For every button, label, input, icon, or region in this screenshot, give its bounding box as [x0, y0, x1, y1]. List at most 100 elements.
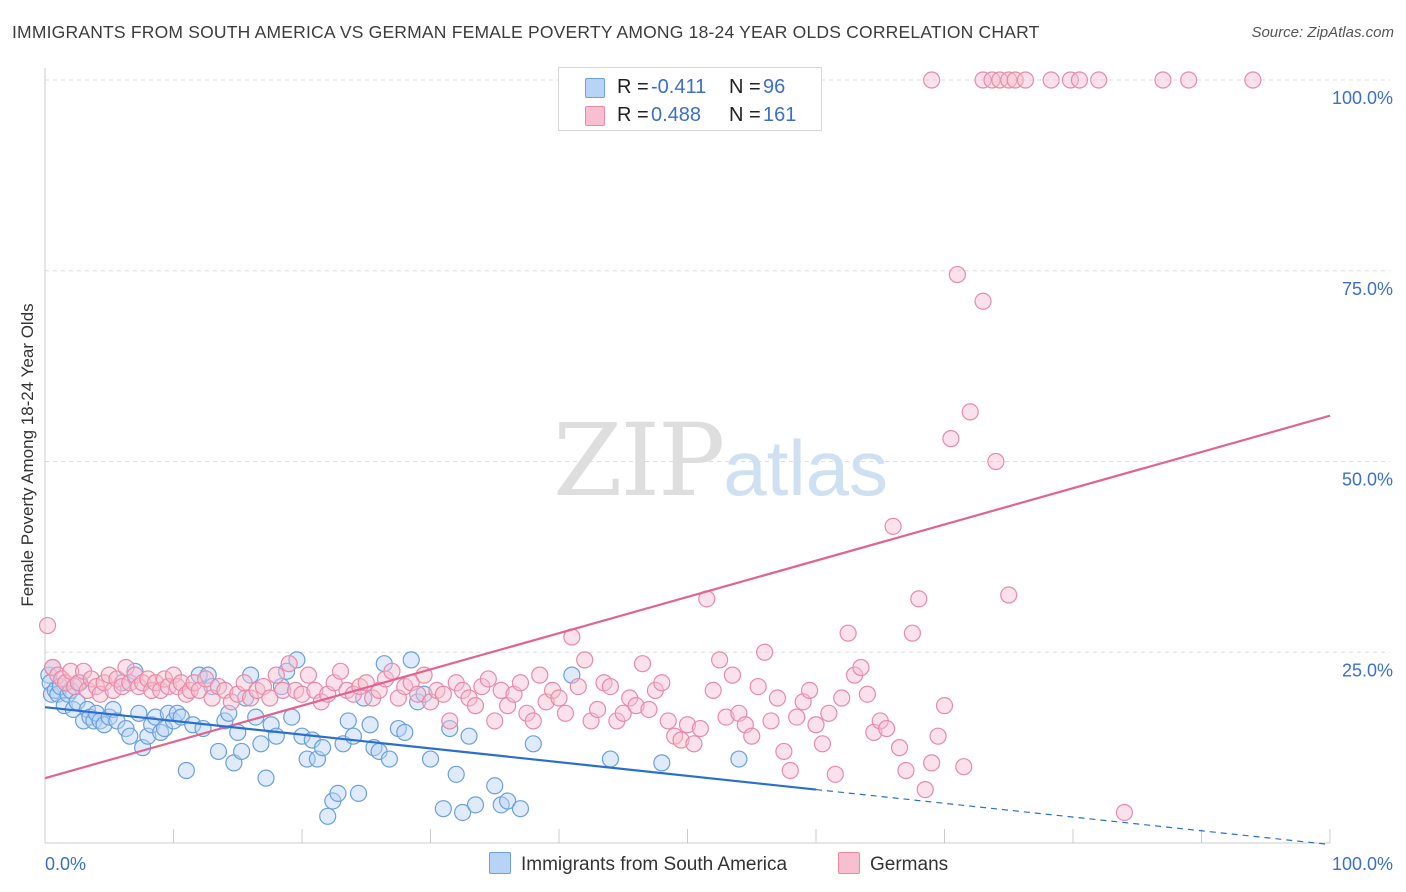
- germans-point: [890, 739, 909, 757]
- germans-point: [556, 704, 575, 722]
- germans-point: [749, 677, 767, 696]
- germans-point: [807, 716, 825, 734]
- germans-point: [197, 670, 215, 688]
- chart-title: IMMIGRANTS FROM SOUTH AMERICA VS GERMAN …: [12, 22, 1040, 42]
- germans-point: [672, 731, 690, 749]
- legend-swatch-south-america: [585, 78, 605, 98]
- germans-point: [1061, 71, 1080, 89]
- germans-point: [813, 735, 832, 753]
- germans-point: [987, 452, 1005, 471]
- y-tick-label: 75.0%: [1342, 279, 1393, 299]
- legend-r-value: 0.488: [651, 104, 702, 126]
- south-america-point: [466, 796, 485, 814]
- germans-point: [717, 708, 735, 726]
- south-america-point: [209, 742, 228, 761]
- germans-point: [955, 758, 973, 776]
- south-america-point: [421, 750, 440, 768]
- germans-point: [1000, 586, 1018, 604]
- south-america-point: [349, 784, 368, 803]
- correlation-legend: R = -0.411 N = 96 R = 0.488 N = 161: [558, 67, 822, 131]
- south-america-point: [601, 750, 620, 768]
- germans-point: [691, 719, 709, 738]
- legend-label-germans: Germans: [870, 854, 949, 875]
- germans-point: [1180, 71, 1198, 89]
- axes: [44, 68, 1331, 844]
- germans-point: [781, 761, 799, 780]
- germans-point: [1016, 71, 1035, 89]
- south-america-point: [257, 769, 275, 787]
- germans-point: [633, 655, 652, 673]
- germans-point: [531, 666, 549, 684]
- germans-point: [878, 719, 896, 738]
- south-america-point: [288, 651, 306, 669]
- germans-point: [1000, 71, 1018, 89]
- south-america-point: [511, 800, 530, 818]
- x-tick-label: 0.0%: [45, 854, 86, 874]
- germans-point: [942, 430, 960, 448]
- legend-label-south-america: Immigrants from South America: [521, 854, 788, 875]
- south-america-point: [361, 716, 379, 734]
- x-tick-label: 100.0%: [1332, 854, 1393, 874]
- germans-point: [839, 624, 857, 642]
- germans-point: [524, 712, 542, 730]
- germans-point: [678, 716, 697, 734]
- germans-point: [903, 624, 921, 642]
- germans-point: [293, 685, 311, 703]
- y-axis-title: Female Poverty Among 18-24 Year Olds: [18, 303, 37, 607]
- source-credit: Source: ZipAtlas.com: [1251, 24, 1394, 41]
- legend-r-label: R =: [617, 76, 649, 98]
- germans-point: [274, 681, 292, 700]
- legend-item-south-america[interactable]: Immigrants from South America: [489, 852, 787, 876]
- germans-point: [1090, 71, 1108, 89]
- germans-point: [852, 658, 870, 677]
- germans-point: [1070, 71, 1089, 89]
- legend-swatch-germans: [838, 852, 860, 874]
- germans-point: [486, 712, 504, 730]
- legend-n-label: N =: [729, 104, 761, 126]
- south-america-trend-extension: [815, 788, 1331, 846]
- germans-point: [409, 685, 427, 703]
- germans-point: [916, 780, 934, 799]
- germans-point: [723, 666, 742, 684]
- germans-point: [299, 666, 318, 684]
- y-tick-label: 25.0%: [1342, 660, 1393, 680]
- germans-point: [614, 704, 632, 722]
- germans-point: [929, 727, 947, 745]
- series-south-america-points: [40, 651, 748, 825]
- south-america-point: [396, 723, 414, 741]
- germans-point: [627, 697, 645, 715]
- south-america-point: [454, 803, 472, 822]
- germans-point: [466, 697, 485, 715]
- y-tick-label: 100.0%: [1332, 88, 1393, 108]
- germans-point: [38, 616, 57, 635]
- south-america-point: [233, 742, 251, 761]
- legend-item-germans[interactable]: Germans: [838, 852, 948, 876]
- south-america-point: [329, 784, 347, 803]
- series-germans-points: [38, 71, 1262, 822]
- germans-point: [768, 689, 787, 707]
- south-america-point: [252, 735, 270, 753]
- germans-point: [280, 655, 298, 673]
- germans-point: [383, 662, 401, 680]
- south-america-point: [380, 750, 398, 768]
- germans-point: [775, 742, 793, 761]
- germans-point: [434, 685, 452, 703]
- germans-point: [833, 689, 851, 707]
- germans-point: [858, 685, 877, 703]
- legend-r-value: -0.411: [651, 76, 707, 98]
- germans-point: [569, 677, 587, 696]
- legend-swatch-south-america: [489, 852, 511, 874]
- germans-point: [711, 651, 729, 669]
- germans-point: [576, 651, 594, 669]
- watermark-zip: ZIP: [553, 402, 725, 519]
- germans-point: [331, 662, 350, 680]
- trend-lines: [44, 414, 1331, 846]
- south-america-point: [319, 807, 337, 825]
- south-america-point: [524, 735, 542, 753]
- south-america-point: [283, 708, 301, 726]
- germans-point: [948, 265, 966, 284]
- south-america-point: [730, 750, 748, 768]
- south-america-point: [653, 754, 671, 772]
- germans-point: [961, 403, 979, 421]
